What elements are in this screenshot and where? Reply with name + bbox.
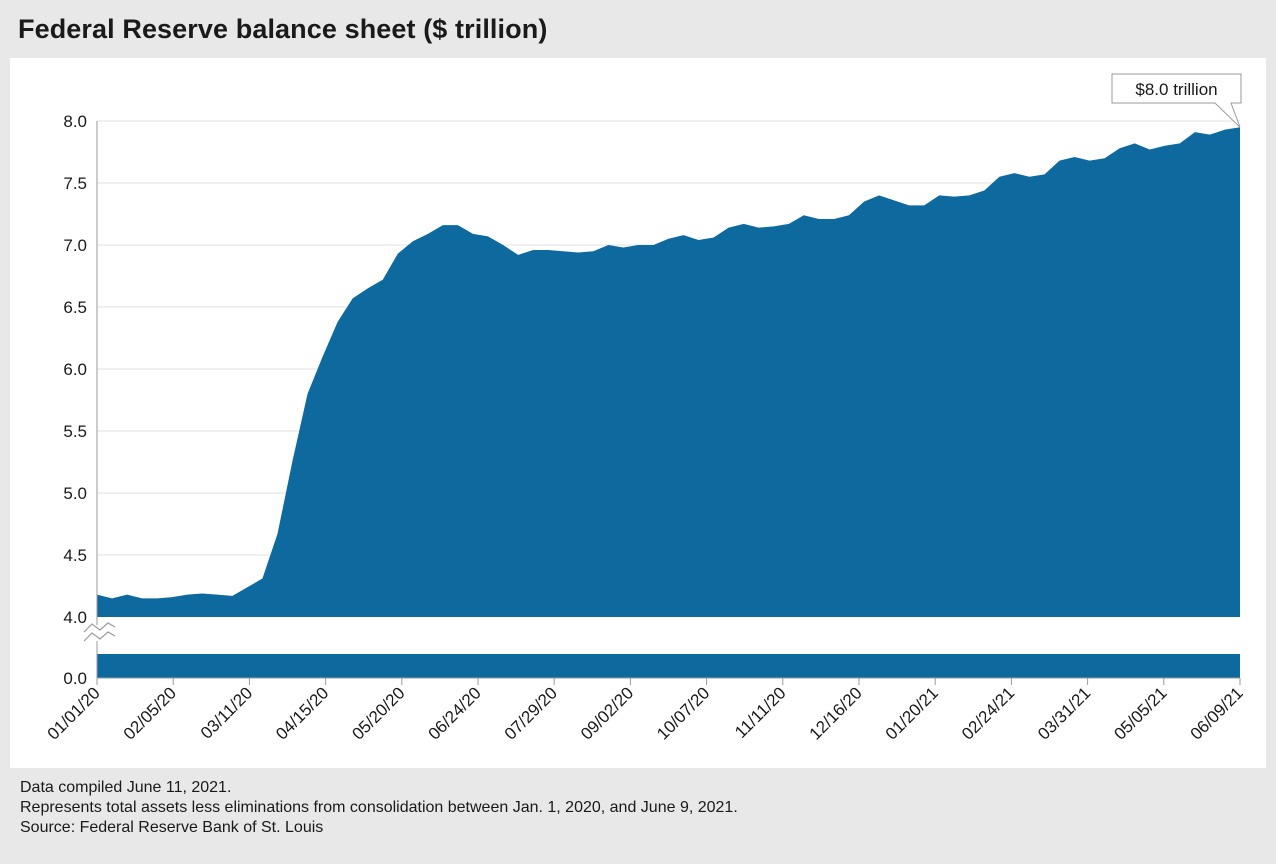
chart-title: Federal Reserve balance sheet ($ trillio… xyxy=(18,14,548,44)
balance-sheet-area xyxy=(97,127,1240,617)
y-tick-label: 4.5 xyxy=(63,546,87,565)
note-compiled: Data compiled June 11, 2021. xyxy=(20,779,232,796)
y-tick-label: 5.0 xyxy=(63,484,87,503)
axis-break-gap xyxy=(83,625,111,641)
x-tick-label: 02/24/21 xyxy=(958,683,1018,743)
axes xyxy=(83,121,1241,685)
x-tick-label: 12/16/20 xyxy=(806,683,866,743)
chart-notes: Data compiled June 11, 2021. Represents … xyxy=(20,778,738,838)
x-tick-label: 05/05/21 xyxy=(1110,683,1170,743)
x-tick-label: 03/31/21 xyxy=(1034,683,1094,743)
y-tick-label: 7.0 xyxy=(63,236,87,255)
axis-break-mark xyxy=(83,631,116,642)
x-tick-label: 02/05/20 xyxy=(120,683,180,743)
x-tick-label: 01/20/21 xyxy=(882,683,942,743)
y-axis-labels: 0.0 4.0 4.5 5.0 5.5 6.0 6.5 7.0 7.5 8.0 xyxy=(63,112,87,688)
callout-box xyxy=(1111,73,1242,128)
note-description: Represents total assets less elimination… xyxy=(20,799,738,816)
y-tick-label: 7.5 xyxy=(63,174,87,193)
note-source: Source: Federal Reserve Bank of St. Loui… xyxy=(20,819,324,836)
x-tick-label: 01/01/20 xyxy=(44,683,104,743)
value-callout: $8.0 trillion xyxy=(1111,73,1242,128)
x-tick-label: 07/29/20 xyxy=(501,683,561,743)
x-tick-label: 05/20/20 xyxy=(348,683,408,743)
x-tick-label: 09/02/20 xyxy=(577,683,637,743)
x-tick-label: 06/24/20 xyxy=(425,683,485,743)
x-tick-label: 06/09/21 xyxy=(1187,683,1247,743)
y-tick-label: 5.5 xyxy=(63,422,87,441)
y-tick-label: 8.0 xyxy=(63,112,87,131)
x-axis-labels: 01/01/20 02/05/20 03/11/20 04/15/20 05/20/20… xyxy=(44,683,1247,743)
area-chart: 0.04.04.55.05.56.06.57.07.58.0 01/01/20 0… xyxy=(44,73,1247,744)
data-area xyxy=(97,127,1240,678)
x-tick-label: 03/11/20 xyxy=(197,683,256,742)
x-tick-label: 11/11/20 xyxy=(731,683,789,741)
axis-break-mark xyxy=(83,622,116,633)
x-tick-label: 10/07/20 xyxy=(653,683,713,743)
y-tick-label: 6.0 xyxy=(63,360,87,379)
axis-break-band xyxy=(97,654,1240,678)
callout-label: $8.0 trillion xyxy=(1135,80,1217,99)
x-tick-label: 04/15/20 xyxy=(272,683,332,743)
plot-panel: 0.0 4.0 4.5 5.0 5.5 6.0 6.5 7.0 7.5 8.0 01/01/20 0… xyxy=(10,58,1266,768)
y-tick-label: 0.0 xyxy=(63,669,87,688)
y-tick-label: 6.5 xyxy=(63,298,87,317)
y-tick-label: 4.0 xyxy=(63,608,87,627)
